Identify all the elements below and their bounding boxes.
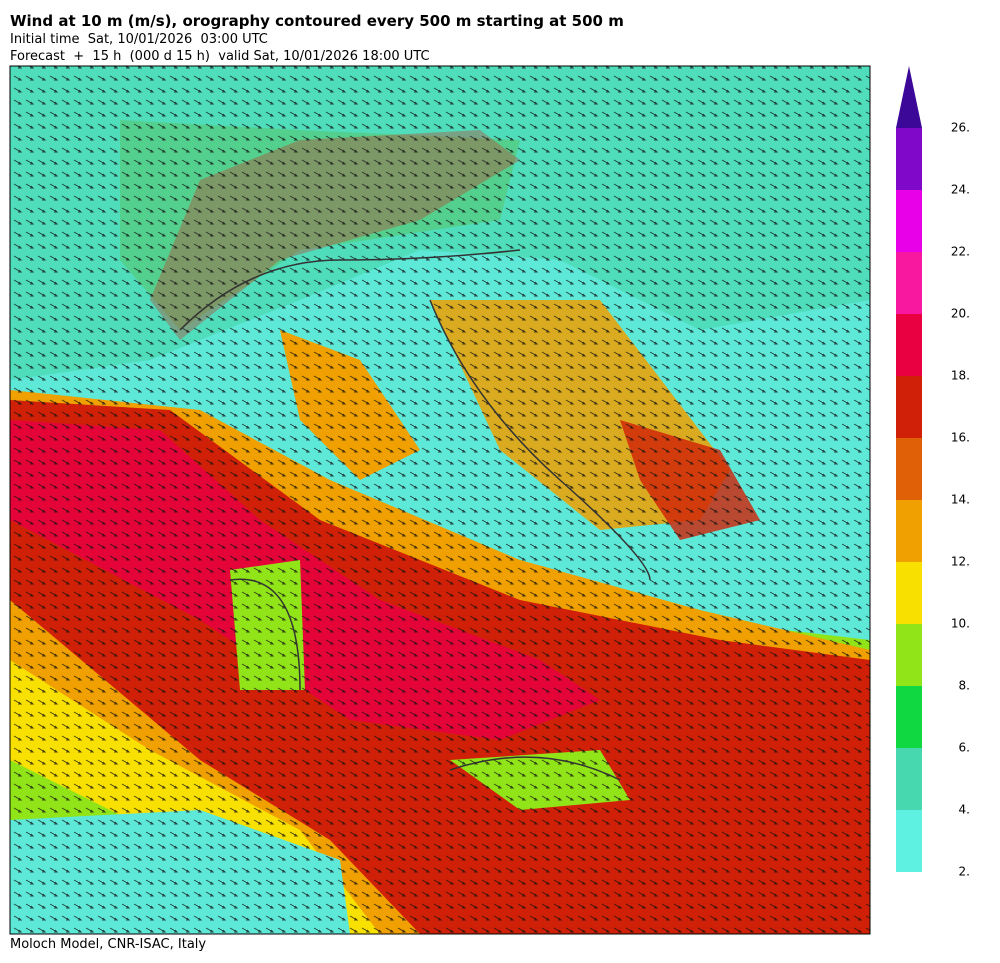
colorbar-box [896,438,922,500]
footer: Moloch Model, CNR-ISAC, Italy [10,937,207,952]
colorbar-box [896,624,922,686]
colorbar-box [896,128,922,190]
colorbar-label: 22. [951,245,970,259]
colorbar-label: 26. [951,121,970,135]
colorbar-label: 4. [959,803,970,817]
colorbar-box [896,748,922,810]
colorbar-box [896,810,922,872]
colorbar-label: 18. [951,369,970,383]
colorbar-extension [896,66,922,128]
colorbar-label: 8. [959,679,970,693]
colorbar-label: 14. [951,493,970,507]
wind-field [10,66,870,934]
colorbar-label: 24. [951,183,970,197]
colorbar-box [896,376,922,438]
colorbar-box [896,500,922,562]
title: Wind at 10 m (m/s), orography contoured … [10,12,624,30]
colorbar-label: 6. [959,741,970,755]
colorbar-label: 16. [951,431,970,445]
colorbar-box [896,562,922,624]
colorbar-box [896,252,922,314]
colorbar-box [896,314,922,376]
colorbar-box [896,190,922,252]
colorbar-label: 20. [951,307,970,321]
colorbar-label: 2. [959,865,970,879]
initial-time: Initial time Sat, 10/01/2026 03:00 UTC [10,32,268,47]
colorbar-label: 12. [951,555,970,569]
colorbar-box [896,686,922,748]
forecast-time: Forecast + 15 h (000 d 15 h) valid Sat, … [10,49,430,64]
colorbar-label: 10. [951,617,970,631]
